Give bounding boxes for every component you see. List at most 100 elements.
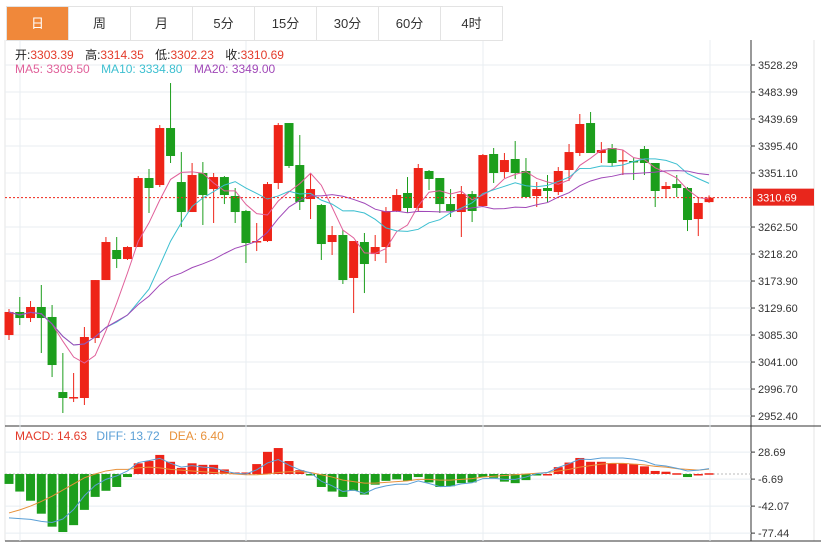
tab-3[interactable]: 5分 (193, 7, 255, 40)
candle-body (392, 195, 402, 211)
candle-body (58, 392, 68, 399)
candle-body (327, 235, 337, 243)
candle (338, 230, 348, 285)
ma20-line (8, 170, 710, 346)
macd-bar (155, 454, 165, 474)
y-tick-label: 3351.10 (758, 168, 798, 180)
candle (230, 188, 240, 223)
candle-body (306, 189, 316, 200)
candle-body (607, 148, 617, 164)
candle (79, 326, 89, 406)
candle (4, 309, 14, 341)
candle (176, 152, 186, 228)
y-tick-label: 3439.69 (758, 114, 798, 126)
candle-body (478, 155, 488, 206)
candle-body (661, 185, 671, 190)
candle-body (316, 205, 326, 245)
candle (521, 158, 531, 198)
macd-bar (424, 474, 434, 483)
candle (489, 148, 499, 184)
candle (456, 185, 466, 238)
candle-body (381, 210, 391, 248)
candle-body (586, 123, 596, 154)
candle-body (639, 148, 649, 164)
candle (155, 125, 165, 188)
candle-body (219, 177, 229, 196)
macd-bar (26, 474, 36, 501)
candle-body (693, 203, 703, 220)
macd-bar (316, 474, 326, 487)
tab-4[interactable]: 15分 (255, 7, 317, 40)
macd-bar (359, 474, 369, 495)
candle-body (650, 163, 660, 191)
candle-body (575, 124, 585, 154)
candle (112, 237, 122, 269)
candle-body (338, 235, 348, 281)
macd-bar (69, 474, 79, 526)
candle-body (499, 160, 509, 173)
candle (650, 163, 660, 208)
macd-tick-label: -6.69 (758, 474, 783, 486)
candle (693, 197, 703, 237)
candle (122, 246, 132, 260)
macd-tick-label: -42.07 (758, 501, 789, 513)
candle-body (4, 311, 14, 336)
candle-body (112, 249, 122, 260)
candle (586, 111, 596, 154)
ma5-value: MA5: 3309.50 (15, 62, 90, 76)
macd-bar (112, 474, 122, 487)
candle-body (446, 204, 456, 211)
macd-bar (661, 471, 671, 474)
ma5-line (8, 147, 710, 364)
candle-body (532, 189, 542, 196)
candle-body (704, 197, 714, 203)
macd-bar (693, 474, 703, 476)
dea-line (8, 462, 710, 514)
y-tick-label: 3395.40 (758, 141, 798, 153)
macd-bar (219, 469, 229, 474)
candle (370, 235, 380, 262)
candle-body (349, 241, 359, 278)
macd-bar (639, 466, 649, 474)
tab-2[interactable]: 月 (131, 7, 193, 40)
macd-bar (306, 474, 316, 476)
candle-body (521, 170, 531, 198)
dea-value: DEA: 6.40 (169, 429, 224, 443)
candle-body (176, 182, 186, 213)
candle (219, 175, 229, 205)
high-label: 高: (85, 48, 101, 62)
candle (596, 142, 606, 164)
tab-7[interactable]: 4时 (441, 7, 503, 40)
candle (661, 182, 671, 198)
macd-bar (543, 474, 552, 476)
candle (144, 168, 154, 213)
macd-bar (532, 474, 542, 476)
macd-readout: MACD: 14.63 DIFF: 13.72 DEA: 6.40 (15, 429, 232, 443)
tab-6[interactable]: 60分 (379, 7, 441, 40)
candle (359, 232, 369, 294)
tab-5[interactable]: 30分 (317, 7, 379, 40)
macd-bar (672, 473, 682, 475)
macd-bar (392, 474, 402, 480)
macd-tick-label: 28.69 (758, 447, 786, 459)
macd-tick-label: -77.44 (758, 528, 789, 540)
candle-body (596, 150, 606, 154)
candle-body (456, 194, 466, 213)
candle-body (402, 193, 412, 208)
ohlc-readout: 开:3303.39 高:3314.35 低:3302.23 收:3310.69 (15, 46, 292, 63)
candle (47, 304, 57, 378)
tab-0[interactable]: 日 (7, 7, 69, 40)
ma20-value: MA20: 3349.00 (193, 62, 276, 76)
macd-bar (209, 464, 219, 474)
macd-bar (618, 463, 628, 474)
macd-bar (166, 461, 176, 474)
close-value: 3310.69 (240, 48, 284, 62)
macd-bar (4, 474, 14, 484)
tab-1[interactable]: 周 (69, 7, 131, 40)
macd-bar (704, 473, 714, 475)
macd-bar (413, 474, 423, 478)
candle (101, 237, 111, 281)
macd-bar (683, 474, 693, 478)
candle-body (155, 128, 165, 186)
